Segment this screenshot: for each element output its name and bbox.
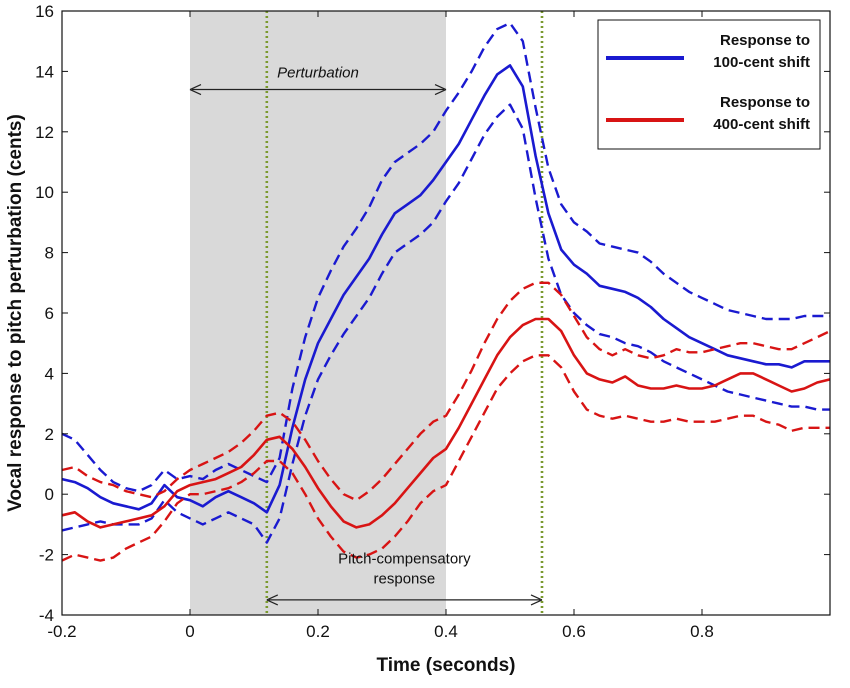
legend: Response to 100-cent shift Response to 400-… (597, 19, 821, 150)
legend-label-400-cent-line-1: Response to (720, 94, 810, 111)
legend-label-400-cent-line-2: 400-cent shift (713, 116, 810, 133)
y-tick-label: 16 (35, 2, 54, 21)
annotations: Perturbation Pitch-compensatory response (189, 64, 543, 606)
y-tick-label: -2 (39, 546, 54, 565)
pitch-compensatory-arrow (266, 594, 543, 606)
perturbation-arrow (189, 83, 447, 96)
perturbation-shaded-region (190, 11, 446, 615)
x-tick-label: 0.6 (562, 622, 586, 641)
y-tick-label: -4 (39, 606, 54, 625)
y-tick-label: 14 (35, 62, 54, 81)
legend-label-100-cent-line-1: Response to (720, 32, 810, 49)
y-axis-label: Vocal response to pitch perturbation (ce… (5, 114, 26, 512)
pitch-compensatory-label-line-1: Pitch-compensatory (338, 551, 471, 568)
series-400-cent-mean-line (61, 317, 831, 529)
y-axis-ticks: -4 -2 0 2 4 6 8 10 12 14 16 (35, 2, 830, 625)
arrow-head-right (530, 594, 543, 606)
series-400-cent-lower-bound-line (61, 354, 830, 562)
x-tick-label: 0.8 (690, 622, 714, 641)
series-100-cent-lower-bound-line (61, 103, 830, 544)
y-tick-label: 6 (45, 304, 54, 323)
arrow-head-left (266, 594, 279, 606)
x-axis-label: Time (seconds) (376, 655, 515, 676)
y-tick-label: 12 (35, 123, 54, 142)
legend-label-100-cent-line-2: 100-cent shift (713, 54, 810, 71)
x-tick-label: 0.2 (306, 622, 330, 641)
y-tick-label: 4 (45, 364, 54, 383)
arrow-head-right (434, 83, 447, 96)
legend-box (597, 19, 821, 150)
data-series (61, 21, 831, 562)
perturbation-shading (190, 11, 446, 615)
arrow-head-left (189, 83, 202, 96)
perturbation-label: Perturbation (277, 64, 359, 81)
x-axis-ticks: -0.2 0 0.2 0.4 0.6 0.8 (47, 11, 714, 641)
y-tick-label: 2 (45, 425, 54, 444)
x-tick-label: 0.4 (434, 622, 458, 641)
y-tick-label: 0 (45, 485, 54, 504)
series-100-cent-upper-bound-line (61, 21, 830, 493)
y-tick-label: 10 (35, 183, 54, 202)
x-tick-label: 0 (185, 622, 194, 641)
y-tick-label: 8 (45, 244, 54, 263)
pitch-compensatory-label-line-2: response (374, 571, 436, 588)
series-400-cent-upper-bound-line (61, 281, 831, 502)
vertical-reference-lines (265, 11, 544, 615)
x-tick-label: -0.2 (47, 622, 76, 641)
series-100-cent-mean-line (61, 64, 830, 514)
